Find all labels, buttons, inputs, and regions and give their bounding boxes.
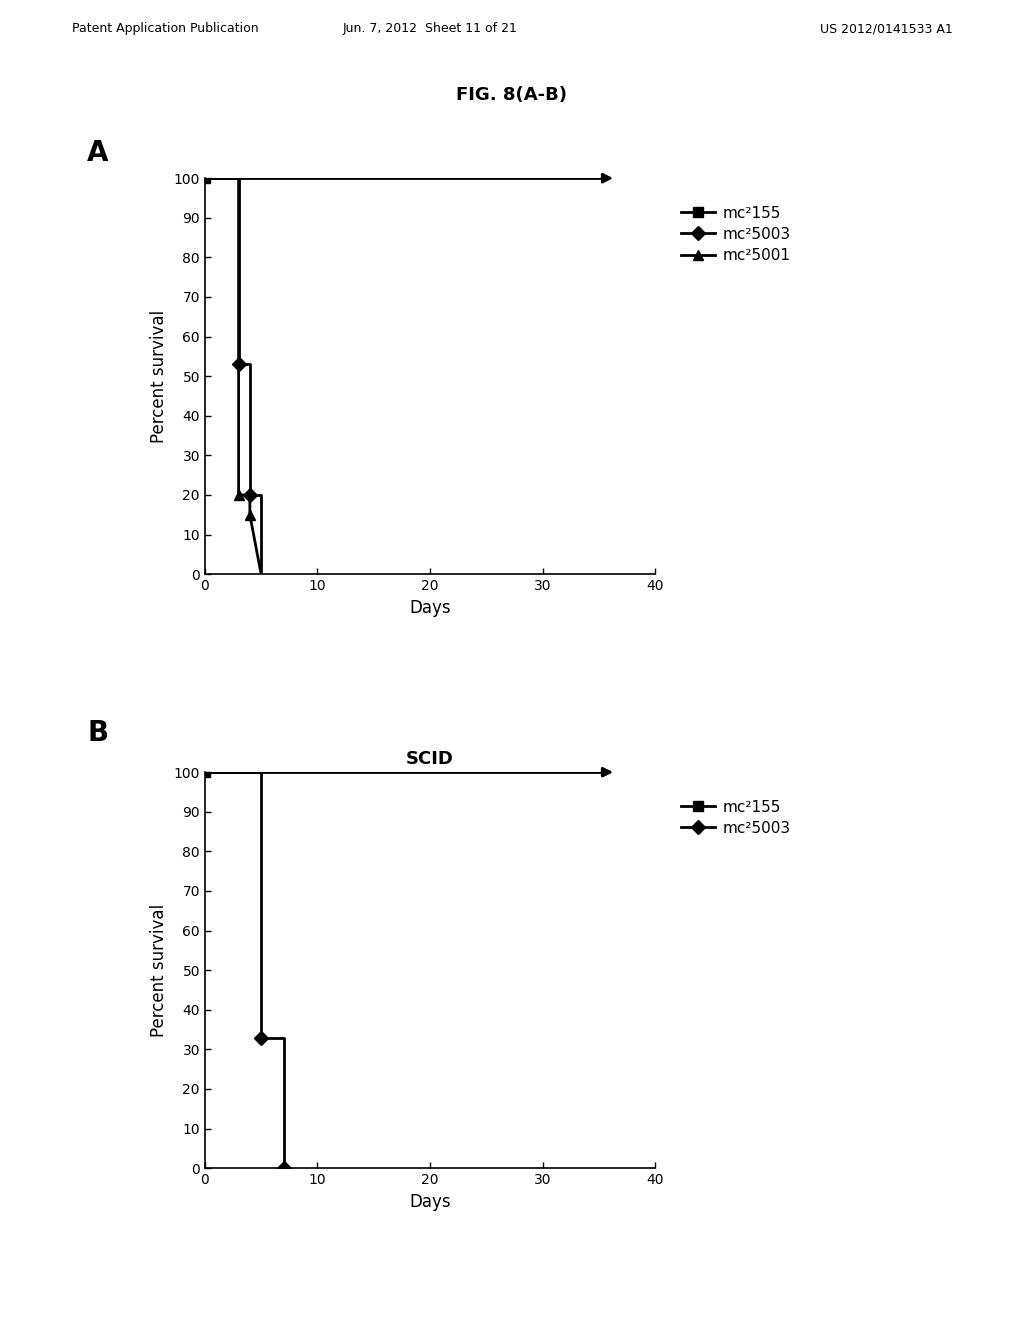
X-axis label: Days: Days xyxy=(410,1192,451,1210)
Legend: mc²155, mc²5003: mc²155, mc²5003 xyxy=(681,800,791,836)
Text: A: A xyxy=(87,139,109,166)
Text: B: B xyxy=(87,719,109,747)
X-axis label: Days: Days xyxy=(410,598,451,616)
Y-axis label: Percent survival: Percent survival xyxy=(150,310,168,442)
Y-axis label: Percent survival: Percent survival xyxy=(150,904,168,1036)
Text: Patent Application Publication: Patent Application Publication xyxy=(72,22,258,36)
Text: US 2012/0141533 A1: US 2012/0141533 A1 xyxy=(819,22,952,36)
Title: SCID: SCID xyxy=(407,750,454,768)
Text: FIG. 8(A-B): FIG. 8(A-B) xyxy=(457,86,567,104)
Legend: mc²155, mc²5003, mc²5001: mc²155, mc²5003, mc²5001 xyxy=(681,206,791,263)
Text: Jun. 7, 2012  Sheet 11 of 21: Jun. 7, 2012 Sheet 11 of 21 xyxy=(343,22,517,36)
